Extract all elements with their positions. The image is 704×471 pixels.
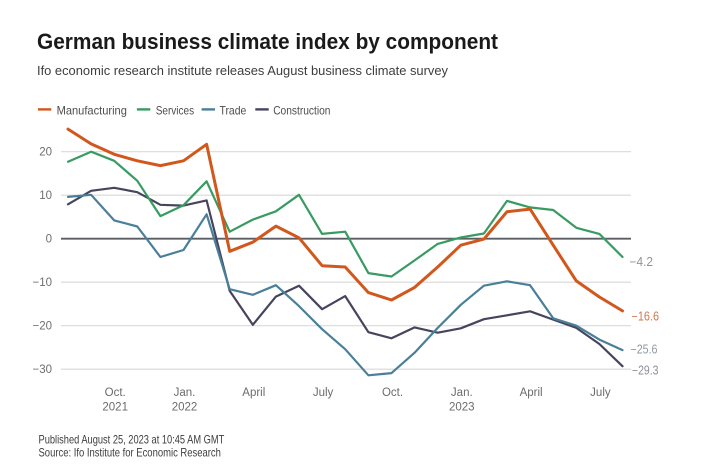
svg-text:April: April [242, 387, 265, 399]
svg-text:Oct.: Oct. [105, 387, 126, 399]
svg-text:Construction: Construction [273, 103, 330, 117]
svg-text:−16.6: −16.6 [632, 310, 660, 324]
svg-text:−29.3: −29.3 [632, 364, 659, 378]
svg-text:April: April [520, 387, 543, 399]
svg-text:Jan.: Jan. [451, 387, 473, 399]
svg-text:July: July [590, 387, 611, 399]
svg-text:−4.2: −4.2 [630, 255, 654, 269]
svg-text:10: 10 [39, 190, 52, 202]
svg-text:2021: 2021 [102, 401, 128, 413]
svg-text:2022: 2022 [172, 401, 198, 413]
svg-text:20: 20 [39, 147, 52, 159]
svg-text:−25.6: −25.6 [631, 343, 658, 357]
svg-text:Jan.: Jan. [174, 387, 196, 399]
svg-text:−30: −30 [32, 364, 52, 376]
svg-text:Services: Services [156, 103, 194, 117]
svg-text:July: July [313, 387, 334, 399]
svg-text:German business climate index: German business climate index by compone… [37, 29, 499, 54]
svg-text:Published August 25, 2023 at 1: Published August 25, 2023 at 10:45 AM GM… [39, 433, 225, 447]
svg-text:0: 0 [46, 234, 52, 246]
svg-text:2023: 2023 [449, 401, 475, 413]
svg-text:Manufacturing: Manufacturing [57, 103, 127, 117]
svg-text:Oct.: Oct. [382, 387, 403, 399]
svg-text:Ifo economic research institut: Ifo economic research institute releases… [37, 63, 448, 78]
svg-text:−20: −20 [32, 321, 52, 333]
svg-text:Source: Ifo Institute for Econ: Source: Ifo Institute for Economic Resea… [39, 446, 221, 460]
svg-text:−10: −10 [32, 277, 52, 289]
svg-text:Trade: Trade [220, 103, 247, 117]
